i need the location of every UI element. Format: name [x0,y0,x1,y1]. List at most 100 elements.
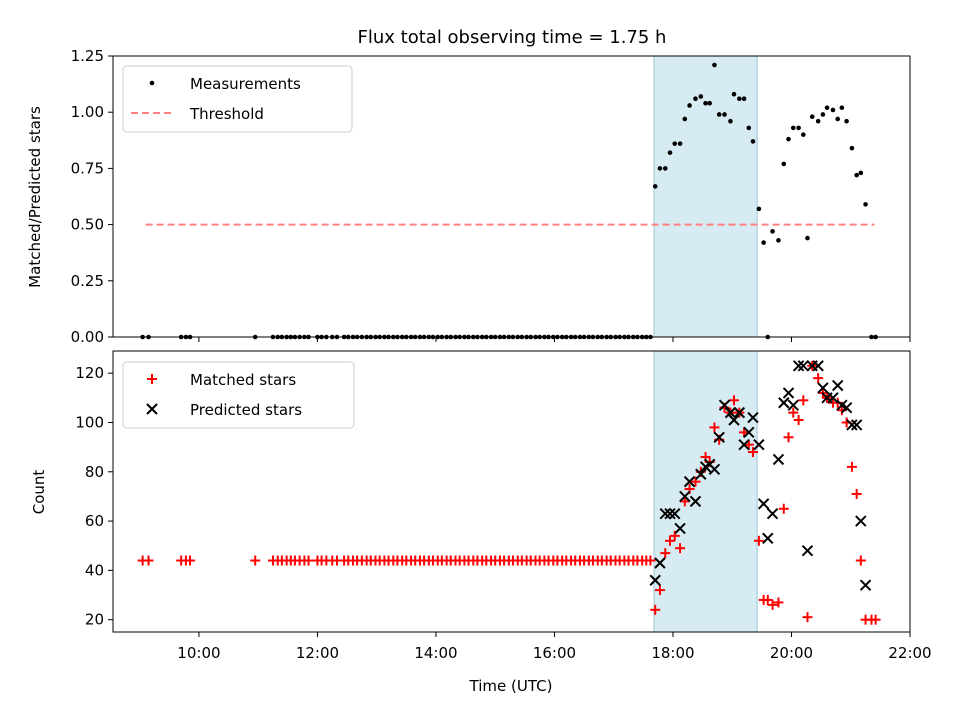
matched-star-point [798,395,809,406]
measurement-point [728,118,733,124]
matched-star-point [855,555,866,566]
bottom-y-axis-ticks: 20 40 60 80 100 120 [75,364,113,629]
top-x-axis-ticks [198,337,911,342]
measurement-point [712,62,717,68]
x-tick-label: 10:00 [177,644,220,662]
measurement-point [781,161,787,167]
matched-star-point [788,407,799,418]
measurement-point [687,103,692,108]
predicted-star-point [850,419,863,431]
measurement-point [790,125,796,131]
measurement-point [801,132,806,137]
top-legend: Measurements Threshold [122,65,353,133]
matched-star-point [813,373,824,384]
measurement-point [737,96,742,102]
measurement-point [835,116,841,122]
predicted-star-point [683,475,696,488]
matched-star-point [665,535,676,546]
measurement-point [844,118,849,124]
matched-star-point [767,599,778,610]
predicted-star-point [659,507,671,520]
matched-star-point [675,543,686,554]
matched-star-point [660,548,671,559]
measurement-point [667,150,673,155]
predicted-star-point [797,360,810,372]
chart-title: Flux total observing time = 1.75 h [358,27,667,48]
measurement-point [809,114,815,119]
y-tick-label: 1.00 [71,103,104,121]
measurement-point [722,112,727,117]
legend-predicted-label: Predicted stars [190,401,302,419]
matched-star-point [747,447,758,458]
predicted-star-point [757,498,770,510]
predicted-star-point [762,532,774,545]
matched-star-point [650,604,661,615]
matched-star-point [773,597,784,608]
predicted-star-point [674,522,686,535]
measurement-point [707,100,713,106]
matched-star-point [793,415,804,426]
predicted-star-point [787,399,799,411]
predicted-star-point [846,419,858,431]
measurement-point [657,166,663,171]
predicted-star-point [782,387,795,399]
measurement-point [858,170,864,176]
y-tick-label: 100 [75,413,104,431]
top-observing-window [653,55,758,338]
predicted-star-point [695,468,707,480]
measurement-point [761,240,766,245]
matched-star-point [654,585,665,596]
matched-star-point [645,555,656,566]
legend-predicted-marker [146,403,158,415]
top-y-axis-label: Matched/Predicted stars [26,106,44,288]
predicted-star-point [708,463,721,476]
predicted-star-point [689,495,702,508]
matched-star-point [802,612,813,623]
y-tick-label: 80 [85,463,104,481]
measurement-point [839,105,845,111]
predicted-star-point [855,515,867,527]
measurement-point [770,229,775,234]
measurement-point [830,107,836,113]
measurement-point [815,118,821,124]
matched-star-point [143,555,154,566]
predicted-star-point [733,406,746,419]
predicted-star-point [747,411,759,424]
predicted-star-point [718,399,731,411]
predicted-star-point [664,507,676,520]
y-tick-label: 0.75 [71,159,104,177]
legend-measurements-label: Measurements [190,75,301,93]
x-tick-label: 22:00 [888,644,931,662]
y-tick-label: 120 [75,364,104,382]
measurement-point [716,112,722,117]
top-panel: 0.00 0.25 0.50 0.75 1.00 1.25 Matched/Predict… [26,47,911,346]
x-tick-label: 16:00 [533,644,576,662]
predicted-star-point [724,406,737,419]
x-tick-label: 20:00 [770,644,813,662]
measurement-point [805,235,810,241]
measurement-point [854,172,859,178]
measurement-point [746,125,752,131]
top-axes-frame [112,55,911,338]
matched-star-point [753,535,764,546]
predicted-star-point [738,438,750,451]
predicted-star-point [753,438,765,451]
predicted-star-point [827,392,839,404]
measurement-point [824,105,830,111]
y-tick-label: 60 [85,512,104,530]
legend-matched-label: Matched stars [190,371,296,389]
measurement-point [849,145,855,151]
measurement-point [750,139,756,144]
x-axis-label: Time (UTC) [469,677,553,695]
measurement-point [776,238,781,243]
predicted-star-point [812,360,824,372]
legend-threshold-label: Threshold [189,105,264,123]
bottom-observing-window [653,350,758,633]
predicted-star-point [801,544,814,557]
matched-stars-series [137,360,881,625]
matched-star-point [250,555,261,566]
matched-star-point [762,594,773,605]
predicted-star-point [654,557,666,569]
measurement-point [672,141,678,146]
predicted-star-point [766,507,779,520]
